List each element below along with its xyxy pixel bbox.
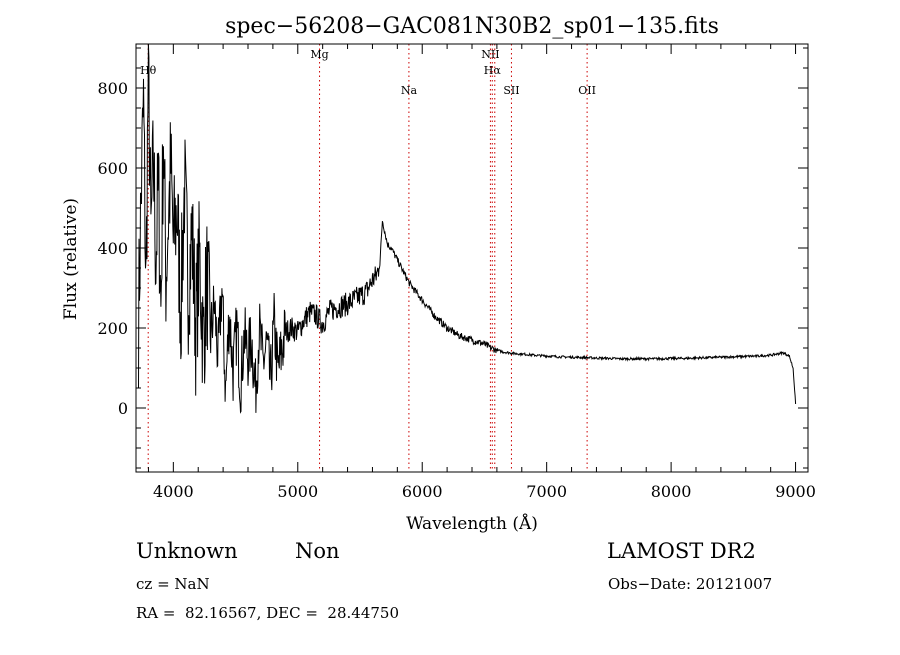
chart-title: spec−56208−GAC081N30B2_sp01−135.fits [225,14,719,39]
coordinates: RA = 82.16567, DEC = 28.44750 [136,604,400,622]
y-tick-label-0: 0 [118,399,128,418]
y-tick-label-3: 600 [97,159,128,178]
line-label-1: Mg [310,48,328,61]
x-tick-label-2: 6000 [402,482,443,501]
line-label-3: NII [481,48,499,61]
cz-value: cz = NaN [136,575,210,593]
plot-frame [135,43,809,473]
x-tick-label-5: 9000 [775,482,816,501]
x-tick-label-1: 5000 [277,482,318,501]
x-tick-label-0: 4000 [153,482,194,501]
y-tick-label-4: 800 [97,79,128,98]
x-tick-label-3: 7000 [526,482,567,501]
survey-label: LAMOST DR2 [607,539,756,563]
subclass-label: Non [295,539,340,563]
line-label-4: Hα [484,64,502,77]
x-axis-label: Wavelength (Å) [406,513,538,534]
line-label-6: SII [503,84,519,97]
line-label-2: Na [401,84,418,97]
y-tick-label-1: 200 [97,319,128,338]
obs-date: Obs−Date: 20121007 [608,575,773,593]
spectrum-series-line [138,43,797,414]
x-tick-label-4: 8000 [651,482,692,501]
y-tick-label-2: 400 [97,239,128,258]
y-axis-label: Flux (relative) [61,198,81,320]
class-label: Unknown [136,539,238,563]
line-label-7: OII [578,84,596,97]
